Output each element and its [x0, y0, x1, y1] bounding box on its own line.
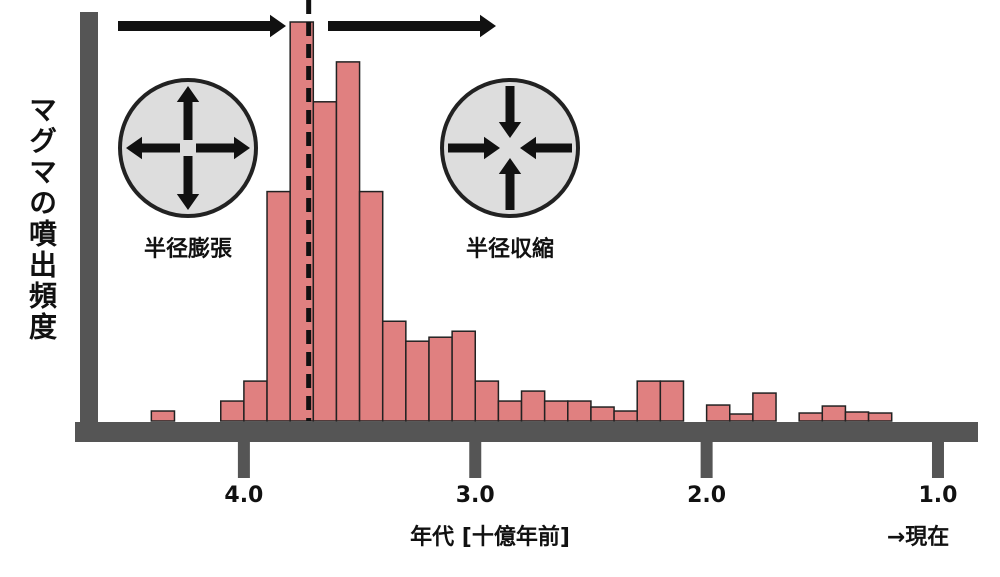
bar — [428, 336, 453, 422]
arrow — [176, 86, 200, 140]
bar — [312, 101, 338, 422]
y-axis-label: マグマの噴出頻度 — [25, 95, 58, 343]
bar — [405, 340, 430, 422]
arrow — [498, 158, 522, 210]
bar — [220, 400, 245, 422]
x-tick-label: 4.0 — [224, 483, 263, 508]
arrow — [176, 156, 200, 210]
bar — [381, 320, 407, 422]
arrow — [520, 136, 572, 160]
bar — [474, 380, 500, 422]
bar — [543, 400, 569, 422]
x-tick-label: 3.0 — [456, 483, 495, 508]
y-axis — [80, 12, 98, 442]
bar — [266, 190, 291, 422]
bar — [497, 400, 523, 422]
bar — [659, 380, 685, 422]
bar — [613, 410, 638, 422]
arrow — [126, 136, 180, 160]
x-axis — [75, 422, 978, 442]
bar — [844, 411, 870, 422]
bar — [867, 412, 893, 422]
arrow — [448, 136, 500, 160]
bar — [358, 190, 384, 422]
bar — [150, 410, 176, 422]
bar — [520, 390, 546, 422]
x-axis-label: 年代 [十億年前] — [410, 524, 570, 550]
arrow — [196, 136, 250, 160]
bar — [798, 412, 824, 422]
bar — [243, 380, 268, 422]
contraction-label: 半径収縮 — [466, 236, 554, 262]
expansion-label: 半径膨張 — [144, 236, 233, 262]
expansion-icon — [118, 78, 258, 218]
x-tick — [469, 440, 482, 478]
bar — [567, 400, 592, 422]
bar — [451, 330, 477, 422]
bar — [752, 392, 777, 422]
bar — [729, 413, 754, 422]
bar — [335, 61, 361, 422]
arrow — [118, 14, 286, 38]
arrow — [498, 86, 522, 138]
bar — [705, 404, 731, 422]
x-tick — [237, 440, 250, 478]
present-note: →現在 — [887, 524, 949, 550]
contraction-icon — [440, 78, 580, 218]
bar — [590, 406, 615, 422]
bar — [821, 405, 847, 422]
x-tick-label: 1.0 — [918, 483, 957, 508]
x-tick — [700, 440, 713, 478]
x-tick — [931, 440, 944, 478]
x-tick-label: 2.0 — [687, 483, 726, 508]
bar — [636, 380, 662, 422]
arrow — [328, 14, 496, 38]
